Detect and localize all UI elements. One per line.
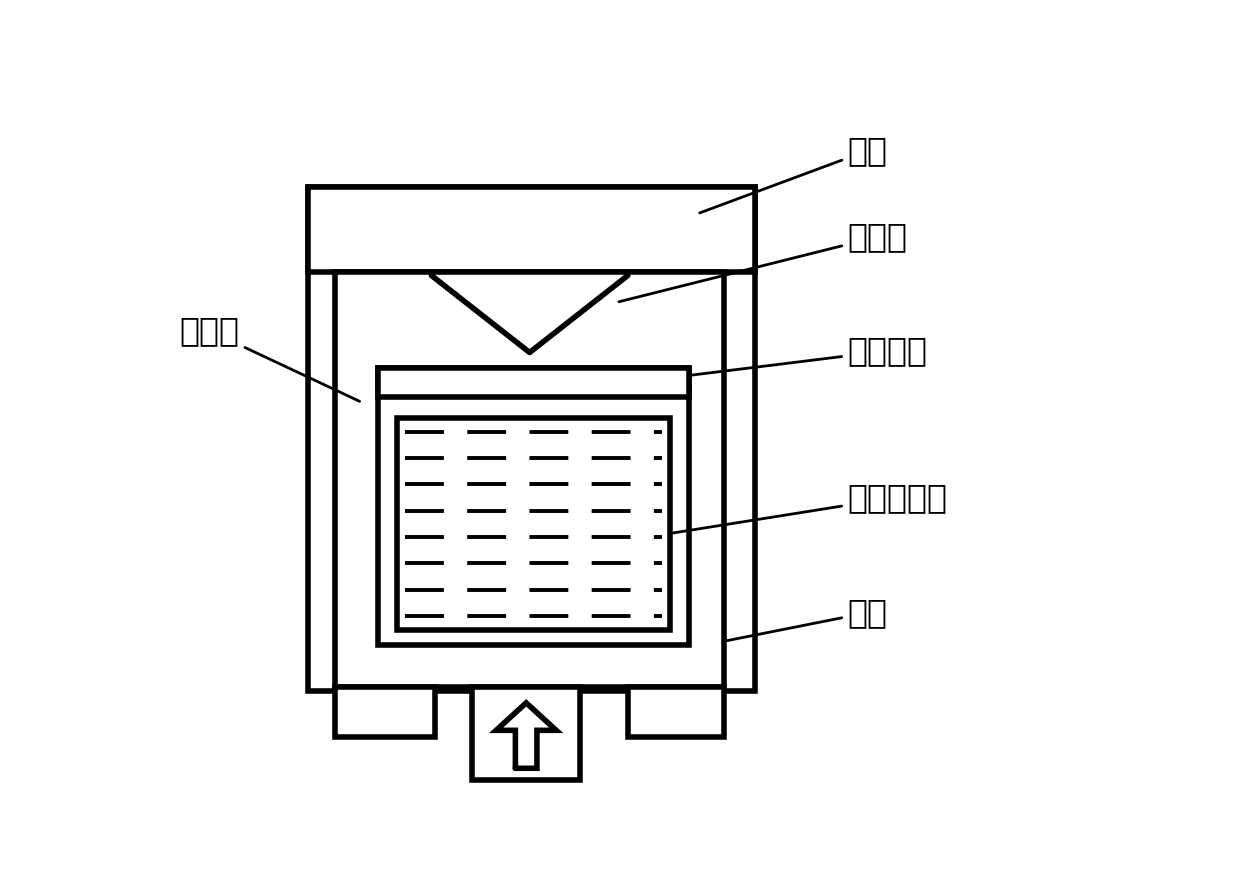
Text: 基板: 基板 [727,596,888,641]
Text: 样品槽: 样品槽 [180,315,360,401]
Bar [335,688,435,737]
Bar [397,418,670,629]
Bar [377,368,689,397]
Bar [627,688,724,737]
Bar [309,187,755,691]
Bar [309,187,755,271]
Text: 预封装液囊: 预封装液囊 [673,481,947,533]
Text: 盖板: 盖板 [699,134,888,213]
Text: 刺破端: 刺破端 [619,220,908,301]
Bar [472,688,580,780]
Bar [335,271,724,688]
Text: 封接薄膜: 封接薄膜 [691,334,928,375]
Bar [377,368,689,645]
